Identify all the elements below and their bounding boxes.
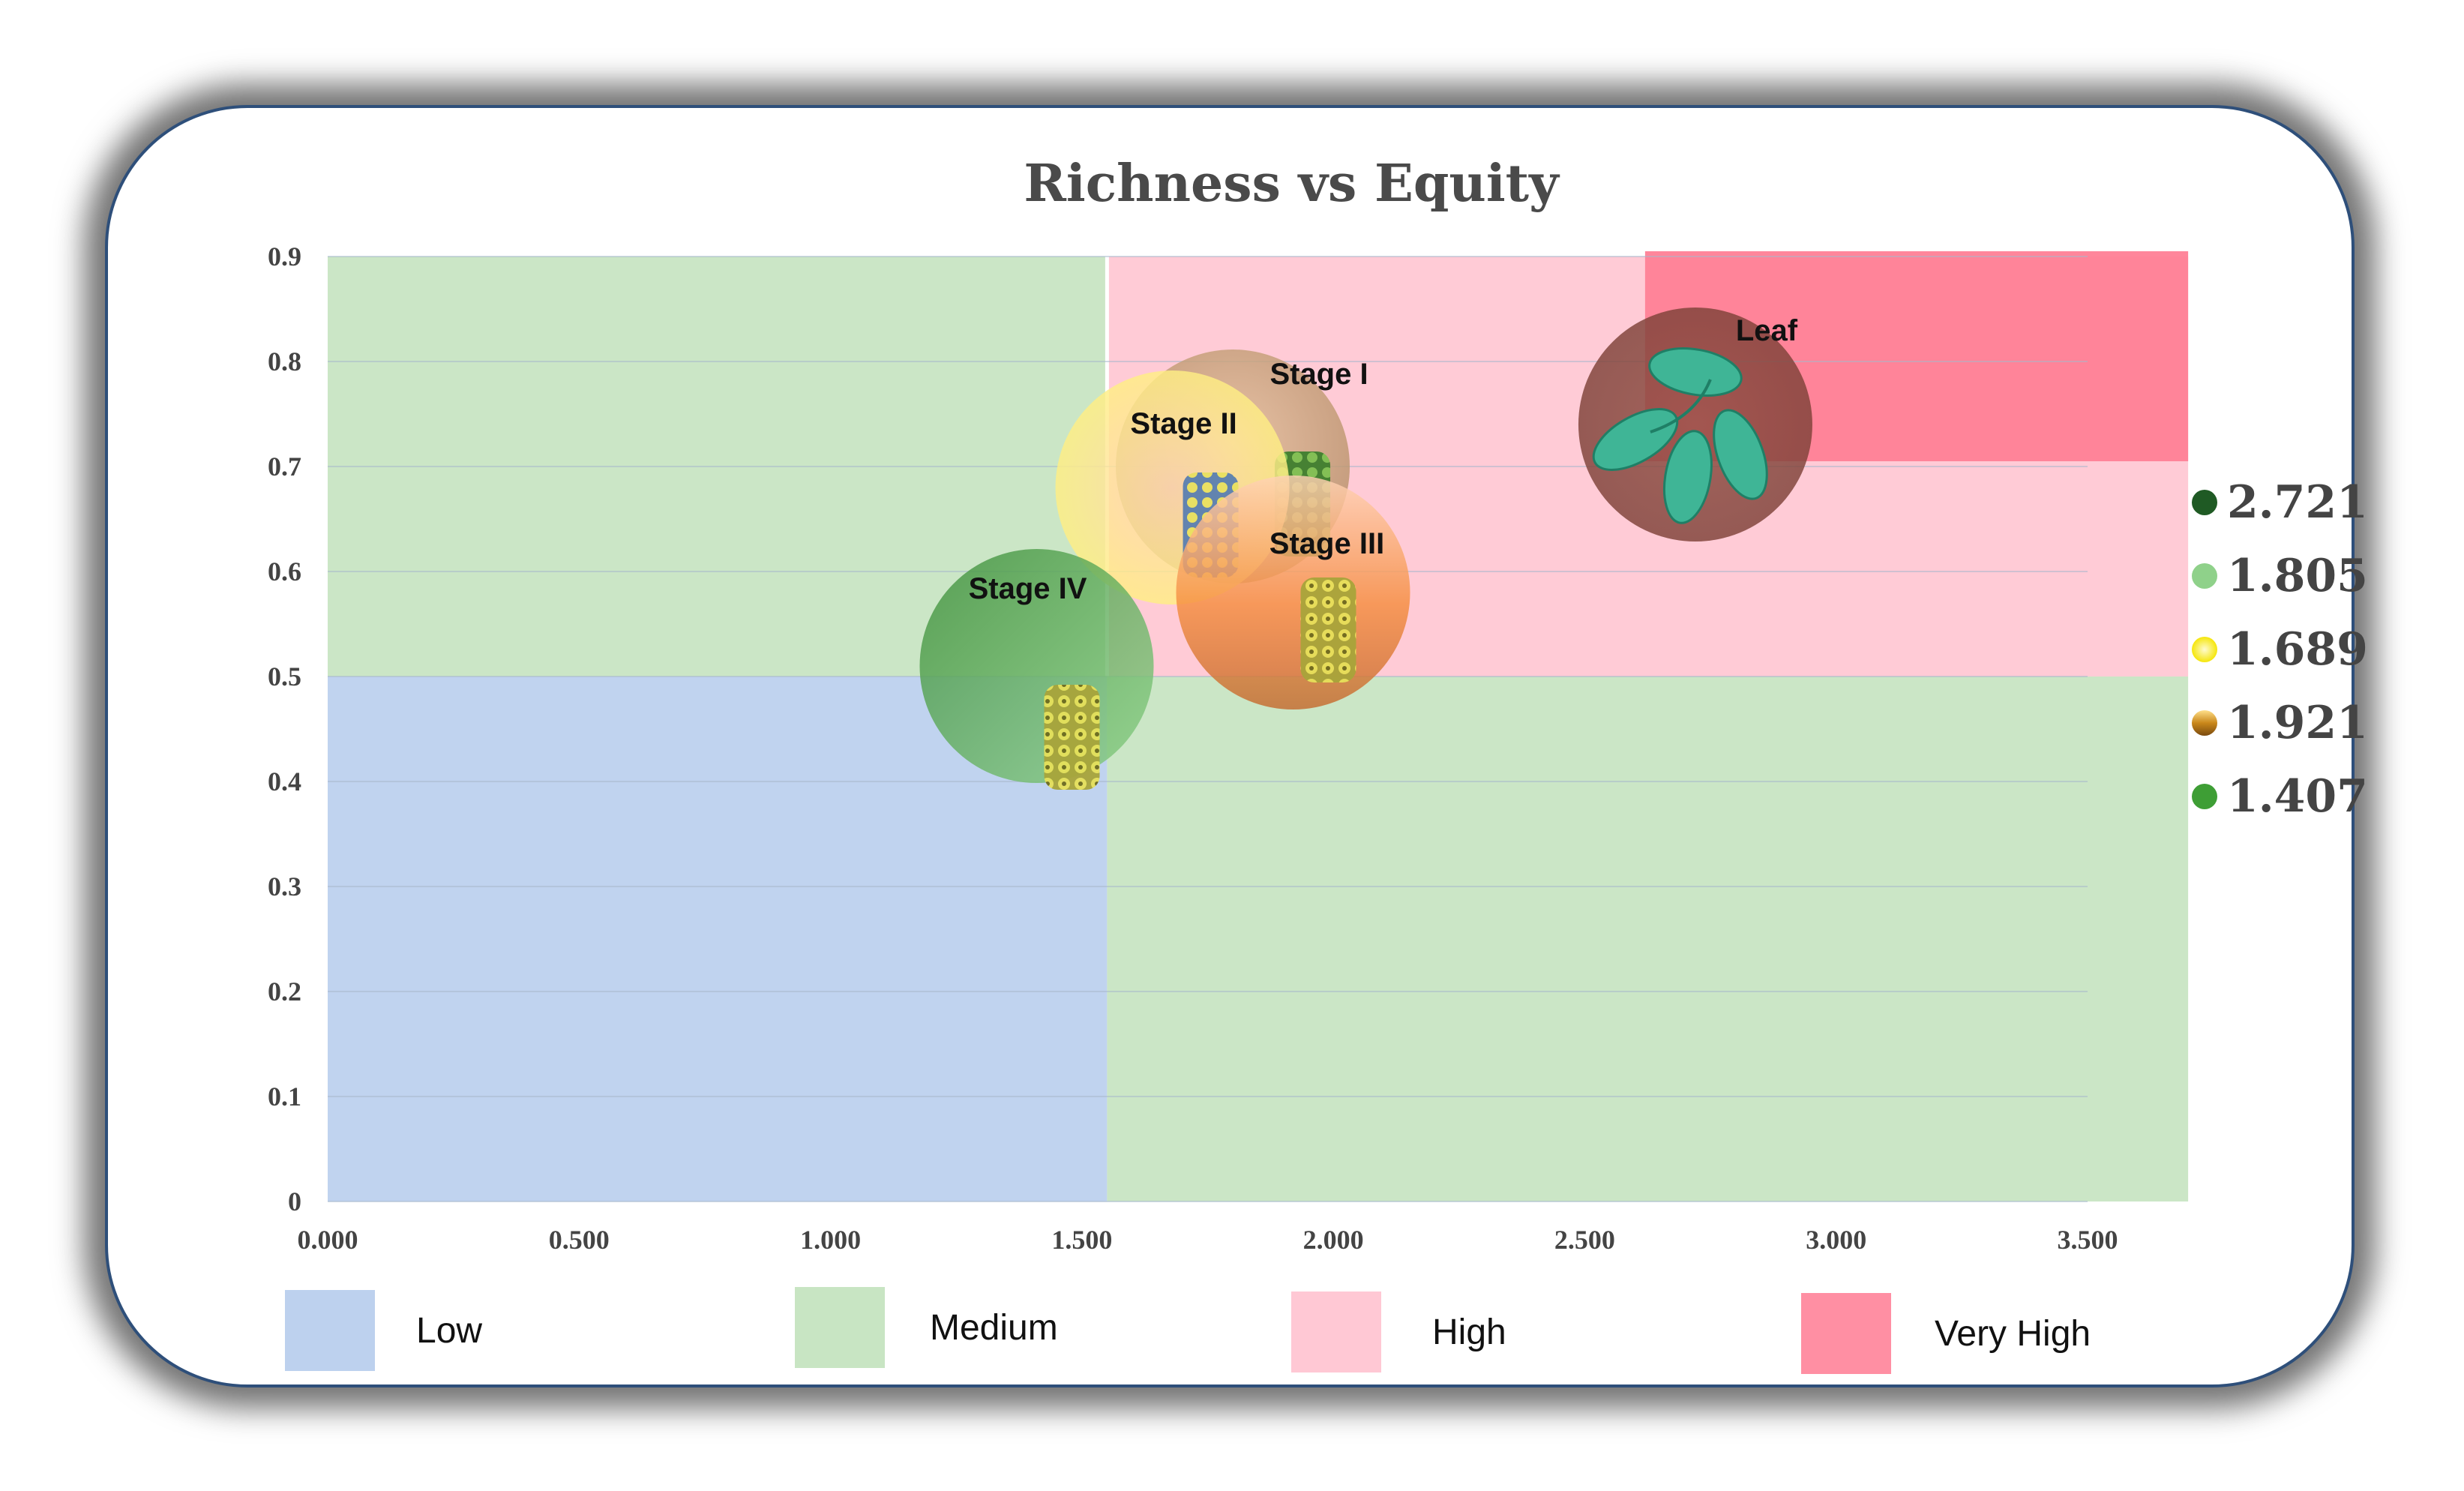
y-tick-label: 0.1 xyxy=(268,1082,301,1112)
legend-dot xyxy=(2192,784,2217,809)
legend-swatch xyxy=(1291,1292,1381,1372)
data-point-stage-iii: Stage III xyxy=(1176,476,1410,710)
legend-dot xyxy=(2192,710,2217,736)
legend-label: High xyxy=(1432,1312,1506,1352)
legend-label: Very High xyxy=(1935,1314,2091,1354)
y-tick-label: 0.6 xyxy=(268,556,301,586)
y-axis-ticks: 0 0.1 0.2 0.3 0.4 0.5 0.6 0.7 0.8 0.9 xyxy=(268,242,301,1216)
y-tick-label: 0.5 xyxy=(268,662,301,692)
legend-label: Medium xyxy=(930,1308,1058,1348)
x-tick-label: 3.500 xyxy=(2058,1225,2118,1255)
chart-title: Richness vs Equity xyxy=(1024,154,1560,214)
bubble-legend-item: 2.721 xyxy=(2192,476,2368,529)
data-point-stage-iv: Stage IV xyxy=(919,549,1154,790)
y-tick-label: 0 xyxy=(288,1186,301,1216)
x-axis-ticks: 0.000 0.500 1.000 1.500 2.000 2.500 3.000 3.500 xyxy=(298,1225,2118,1255)
leaf-shape xyxy=(1713,409,1768,500)
legend-item-medium: Medium xyxy=(795,1287,1058,1368)
legend-swatch xyxy=(1801,1293,1891,1374)
legend-item-high: High xyxy=(1291,1292,1506,1372)
point-label: Stage IV xyxy=(969,572,1087,605)
y-tick-label: 0.3 xyxy=(268,872,301,902)
spike-image xyxy=(1300,578,1356,682)
legend-value: 1.805 xyxy=(2227,550,2368,602)
legend-dot xyxy=(2192,490,2217,515)
legend-dot xyxy=(2192,563,2217,589)
legend-value: 1.407 xyxy=(2227,770,2368,823)
leaf-shape xyxy=(1663,430,1713,524)
zone-medium xyxy=(1107,676,2189,1202)
points-layer: Stage I Stage II Stage III Stage IV Leaf xyxy=(919,308,1812,790)
point-label: Stage II xyxy=(1130,407,1236,440)
y-tick-label: 0.2 xyxy=(268,976,301,1006)
leaf-shape xyxy=(1648,347,1743,397)
x-tick-label: 3.000 xyxy=(1806,1225,1866,1255)
point-label: Stage III xyxy=(1269,527,1384,560)
x-tick-label: 2.000 xyxy=(1303,1225,1364,1255)
y-tick-label: 0.9 xyxy=(268,242,301,272)
x-tick-label: 0.500 xyxy=(549,1225,610,1255)
x-tick-label: 2.500 xyxy=(1554,1225,1615,1255)
legend-item-low: Low xyxy=(285,1290,482,1371)
bubble xyxy=(1176,476,1410,710)
leaf-stem xyxy=(1650,379,1712,434)
bubble-legend-item: 1.921 xyxy=(2192,697,2368,749)
legend-swatch xyxy=(795,1287,885,1368)
point-label: Stage I xyxy=(1269,358,1368,391)
y-tick-label: 0.4 xyxy=(268,766,301,796)
y-tick-label: 0.8 xyxy=(268,346,301,376)
y-tick-label: 0.7 xyxy=(268,452,301,482)
bubble-value-legend: 2.721 1.805 1.689 1.921 1.407 xyxy=(2192,476,2368,823)
x-tick-label: 0.000 xyxy=(298,1225,358,1255)
x-tick-label: 1.500 xyxy=(1051,1225,1112,1255)
bubble-legend-item: 1.407 xyxy=(2192,770,2368,823)
legend-value: 1.921 xyxy=(2227,697,2368,749)
bubble-legend-item: 1.805 xyxy=(2192,550,2368,602)
legend-dot xyxy=(2192,637,2217,662)
zone-legend: Low Medium High Very High xyxy=(285,1287,2091,1374)
legend-item-very-high: Very High xyxy=(1801,1293,2091,1374)
point-label: Leaf xyxy=(1736,314,1798,347)
leaf-shape xyxy=(1592,408,1679,471)
legend-value: 2.721 xyxy=(2227,476,2368,529)
data-point-leaf: Leaf xyxy=(1578,308,1812,542)
legend-swatch xyxy=(285,1290,375,1371)
x-tick-label: 1.000 xyxy=(800,1225,861,1255)
spike-image xyxy=(1044,685,1100,790)
legend-label: Low xyxy=(416,1311,482,1351)
bubble-legend-item: 1.689 xyxy=(2192,623,2368,676)
legend-value: 1.689 xyxy=(2227,623,2368,676)
